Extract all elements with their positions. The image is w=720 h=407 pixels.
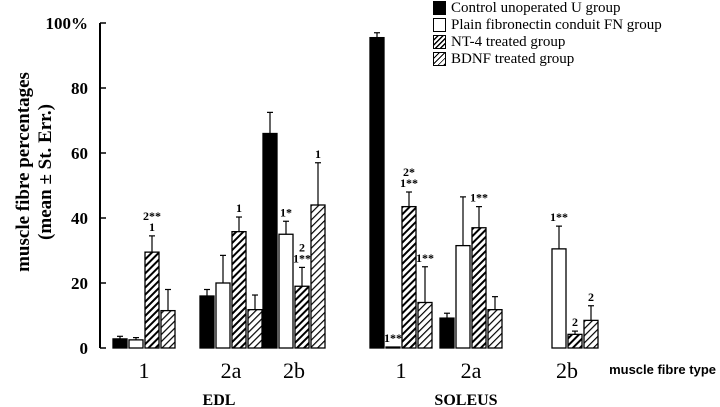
bar — [144, 251, 160, 349]
x-tick-label: 2a — [461, 358, 482, 383]
x-tick-label: 1 — [139, 358, 150, 383]
significance-label: 2** — [143, 209, 161, 223]
bar — [160, 309, 176, 349]
significance-label: 1** — [470, 191, 488, 205]
legend-item-bdnf: BDNF treated group — [433, 51, 720, 68]
x-tick-label: 2b — [283, 358, 305, 383]
bar — [567, 333, 583, 349]
bar — [369, 36, 385, 349]
significance-label: 1 — [236, 201, 242, 215]
significance-label: 2 — [588, 290, 594, 304]
bar — [471, 227, 487, 349]
bar — [551, 248, 567, 349]
legend-swatch-control — [433, 1, 446, 15]
significance-label: 2 — [299, 240, 305, 254]
bar — [215, 282, 231, 349]
group-label-edl: EDL — [203, 392, 236, 407]
bar — [128, 339, 144, 349]
legend-label-bdnf: BDNF treated group — [451, 51, 575, 67]
significance-label: 2* — [403, 165, 415, 179]
y-tick-label: 100% — [46, 14, 89, 33]
y-tick-label: 60 — [71, 144, 88, 163]
y-tick-label: 80 — [71, 79, 88, 98]
legend: Control unoperated U group Plain fibrone… — [433, 0, 720, 68]
legend-swatch-nt4 — [433, 35, 446, 49]
legend-label-fn: Plain fibronectin conduit FN group — [451, 17, 662, 33]
bar — [487, 308, 503, 349]
y-tick-label: 40 — [71, 209, 88, 228]
legend-swatch-bdnf — [433, 52, 446, 66]
bar — [583, 319, 599, 349]
bar — [310, 204, 326, 349]
legend-label-nt4: NT-4 treated group — [451, 34, 566, 50]
x-tick-label: 1 — [396, 358, 407, 383]
bar — [401, 205, 417, 349]
legend-item-fn: Plain fibronectin conduit FN group — [433, 17, 720, 34]
legend-item-control: Control unoperated U group — [433, 0, 720, 17]
significance-label: 1* — [280, 205, 292, 219]
bar — [262, 132, 278, 349]
bar — [278, 233, 294, 349]
group-label-soleus: SOLEUS — [434, 392, 497, 407]
legend-item-nt4: NT-4 treated group — [433, 34, 720, 51]
significance-label: 1 — [315, 147, 321, 161]
significance-label: 1** — [400, 176, 418, 190]
bar — [112, 338, 128, 349]
significance-label: 1** — [293, 251, 311, 265]
significance-label: 1** — [384, 331, 402, 345]
x-tick-label: 2a — [221, 358, 242, 383]
significance-label: 1** — [416, 251, 434, 265]
y-tick-label: 0 — [80, 339, 89, 358]
legend-swatch-fn — [433, 18, 446, 32]
bar — [455, 244, 471, 349]
bar — [199, 295, 215, 349]
bar — [439, 317, 455, 349]
significance-label: 2 — [572, 315, 578, 329]
significance-label: 1** — [550, 210, 568, 224]
x-axis-label: muscle fibre type — [609, 362, 716, 377]
significance-label: 1 — [149, 220, 155, 234]
bar — [385, 346, 401, 349]
bar — [231, 230, 247, 349]
bar — [417, 301, 433, 349]
y-tick-label: 20 — [71, 274, 88, 293]
legend-label-control: Control unoperated U group — [451, 0, 621, 16]
x-tick-label: 2b — [556, 358, 578, 383]
bar — [247, 308, 263, 349]
bar — [294, 285, 310, 349]
